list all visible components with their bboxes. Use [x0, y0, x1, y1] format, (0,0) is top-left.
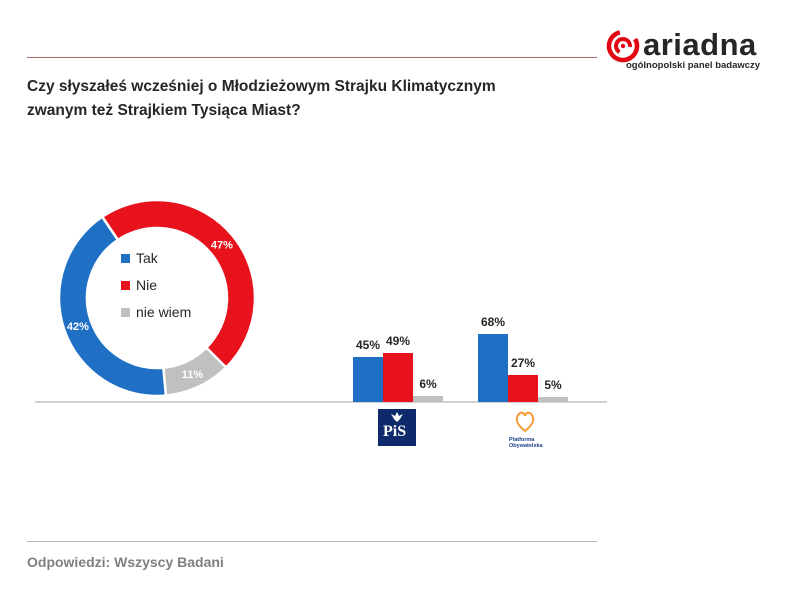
donut-slice-nie — [100, 198, 257, 370]
title-line-2: zwanym też Strajkiem Tysiąca Miast? — [27, 102, 301, 119]
legend-label: nie wiem — [136, 304, 191, 320]
pis-letters: PiS — [383, 423, 407, 440]
chart-title: Czy słyszałeś wcześniej o Młodzieżowym S… — [27, 75, 587, 123]
donut-label: 47% — [211, 240, 233, 252]
bar-value-label: 68% — [481, 315, 505, 329]
respondents-note: Odpowiedzi: Wszyscy Badani — [27, 554, 224, 570]
legend-swatch — [121, 308, 130, 317]
spiral-icon — [606, 29, 640, 63]
pis-logo: PiS — [378, 409, 416, 446]
bar-value-label: 6% — [419, 377, 437, 391]
legend-swatch — [121, 254, 130, 263]
bar-value-label: 49% — [386, 334, 410, 348]
title-line-1: Czy słyszałeś wcześniej o Młodzieżowym S… — [27, 78, 496, 95]
bar-nie-wiem — [413, 396, 443, 402]
legend-label: Nie — [136, 277, 157, 293]
eagle-icon — [391, 412, 403, 422]
legend-swatch — [121, 281, 130, 290]
donut-legend: Tak Nie nie wiem — [121, 250, 191, 320]
po-name-line-2: Obywatelska — [509, 443, 543, 449]
header-rule — [27, 57, 597, 58]
bar-nie — [508, 375, 538, 402]
brand-tagline: ogólnopolski panel badawczy — [626, 60, 761, 71]
po-name-line-1: Platforma — [509, 437, 535, 443]
heart-icon — [515, 411, 535, 433]
bar-nie — [383, 353, 413, 402]
footer-rule — [27, 541, 597, 542]
bar-tak — [353, 357, 383, 402]
brand-logo: ariadna ogólnopolski panel badawczy — [606, 27, 786, 71]
po-name: Platforma Obywatelska — [509, 437, 543, 449]
bar-chart: 45% 49% 6% 68% 27% 5% — [353, 315, 568, 402]
donut-slice-tak — [57, 215, 168, 398]
donut-label: 42% — [67, 321, 89, 333]
bar-tak — [478, 334, 508, 402]
donut-label: 11% — [182, 369, 204, 381]
bar-value-label: 45% — [356, 338, 380, 352]
bar-value-label: 5% — [544, 378, 562, 392]
brand-name: ariadna — [643, 27, 757, 62]
bar-nie-wiem — [538, 397, 568, 402]
donut-chart: 47% 11% 42% — [57, 198, 257, 398]
bar-value-label: 27% — [511, 356, 535, 370]
legend-label: Tak — [136, 250, 159, 266]
po-logo: Platforma Obywatelska — [505, 409, 545, 451]
